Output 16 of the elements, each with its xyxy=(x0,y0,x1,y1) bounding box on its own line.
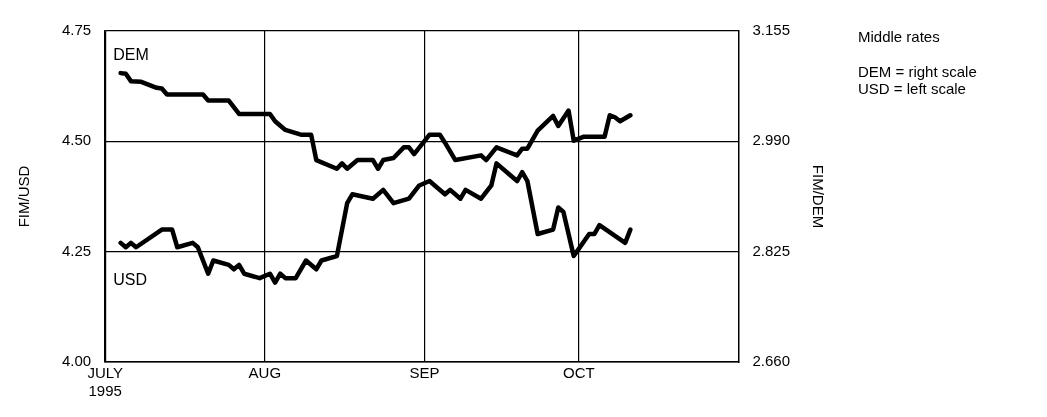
y-axis-title: FIM/USD xyxy=(15,165,33,228)
y2-tick-label: 2.660 xyxy=(752,352,791,370)
text: Middle rates xyxy=(858,28,941,45)
y-tick-label: 4.25 xyxy=(61,241,92,259)
y2-tick-label: 2.990 xyxy=(752,131,791,149)
text: DEM = right scale USD = left scale xyxy=(858,63,977,97)
x-tick-label: SEP xyxy=(409,364,440,382)
y-tick-label: 4.50 xyxy=(61,131,92,149)
series-label: USD xyxy=(113,271,147,289)
series-label: DEM xyxy=(113,45,149,63)
x-tick-label: OCT xyxy=(563,364,595,382)
y2-tick-label: 3.155 xyxy=(752,21,791,39)
y2-tick-label: 2.825 xyxy=(752,241,791,259)
x-tick-label: AUG xyxy=(248,364,282,382)
y2-axis-title: FIM/DEM xyxy=(809,164,827,229)
y-tick-label: 4.75 xyxy=(61,21,92,39)
